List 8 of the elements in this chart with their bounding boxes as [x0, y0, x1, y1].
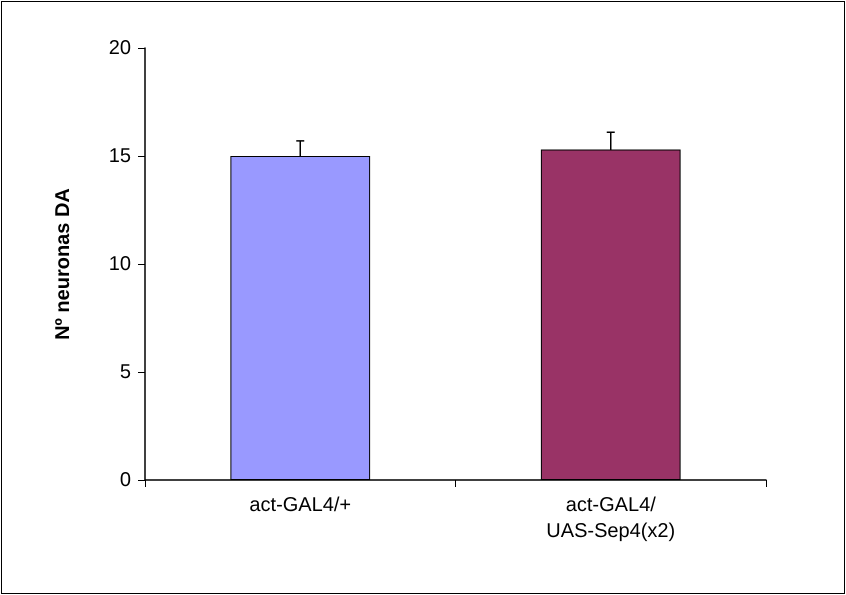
x-tick-label: act-GAL4/+	[249, 494, 352, 516]
y-tick-label: 5	[120, 361, 131, 383]
y-tick-label: 10	[108, 253, 131, 275]
y-tick-label: 15	[108, 145, 131, 167]
y-axis-title: Nº neuronas DA	[52, 188, 74, 340]
x-tick-label: act-GAL4/ UAS-Sep4(x2)	[546, 494, 676, 542]
y-tick-label: 20	[108, 37, 131, 59]
y-tick-label: 0	[120, 469, 131, 491]
